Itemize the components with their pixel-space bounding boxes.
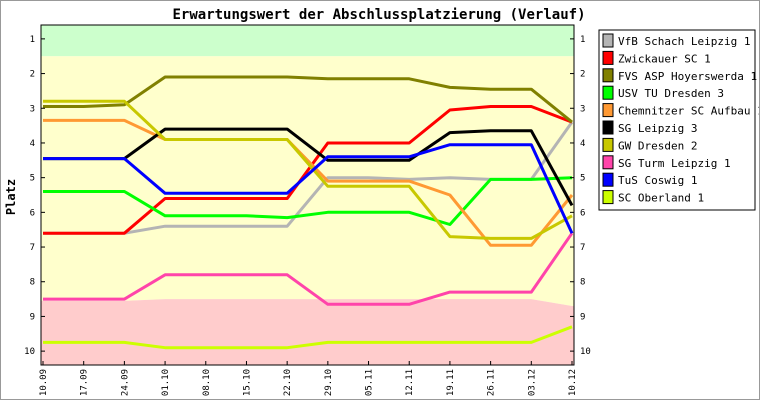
x-tick-label: 01.10: [161, 369, 171, 396]
x-tick-label: 05.11: [365, 369, 375, 396]
y-tick-label-left: 5: [30, 174, 35, 184]
series-line-8: [43, 232, 574, 306]
plot-border: [40, 24, 575, 366]
legend-swatch: [602, 172, 614, 187]
series-line-4: [43, 176, 573, 226]
y-tick-label-left: 7: [30, 243, 35, 253]
y-tick-label-right: 3: [580, 104, 585, 114]
x-tick-label: 24.09: [120, 369, 130, 396]
x-tick-label: 08.10: [202, 369, 212, 396]
y-tick-label-left: 10: [24, 347, 35, 357]
legend-label: VfB Schach Leipzig 1: [618, 35, 750, 48]
x-tick-label: 10.12: [568, 369, 578, 396]
series-line-3: [43, 75, 573, 124]
legend-swatch: [602, 50, 614, 65]
series-lines: [43, 75, 574, 350]
series-line-6: [43, 127, 574, 207]
legend: VfB Schach Leipzig 1 Zwickauer SC 1 FVS AS…: [598, 29, 759, 211]
y-tick-label-right: 10: [580, 347, 591, 357]
legend-swatch: [602, 137, 614, 152]
legend-swatch: [602, 33, 614, 48]
band-promotion: [41, 25, 574, 57]
legend-label: SC Oberland 1: [618, 192, 704, 205]
legend-box: [598, 29, 756, 211]
x-tick-label: 19.11: [446, 369, 456, 396]
legend-label: Chemnitzer SC Aufbau 1: [618, 105, 759, 118]
series-line-2: [43, 105, 573, 235]
x-tick-label: 17.09: [80, 369, 90, 396]
legend-swatch: [602, 120, 614, 135]
y-tick-label-left: 4: [30, 139, 35, 149]
y-tick-label-right: 4: [580, 139, 585, 149]
legend-swatch: [602, 190, 614, 205]
series-line-7: [43, 99, 573, 240]
x-axis-ticks: 10.09 17.09 24.09 01.10 08.10 15.10 22.10 29.10…: [39, 361, 578, 396]
background-bands: [41, 25, 574, 365]
y-axis-label: Platz: [4, 179, 18, 215]
y-tick-label-right: 6: [580, 208, 585, 218]
legend-label: FVS ASP Hoyerswerda 1: [618, 70, 757, 83]
band-relegation: [41, 299, 574, 365]
legend-label: GW Dresden 2: [618, 139, 697, 152]
y-tick-label-right: 5: [580, 174, 585, 184]
y-tick-label-right: 9: [580, 312, 585, 322]
y-tick-label-right: 8: [580, 278, 585, 288]
legend-swatch: [602, 85, 614, 100]
y-tick-label-left: 3: [30, 104, 35, 114]
x-tick-label: 10.09: [39, 369, 49, 396]
series-line-9: [43, 143, 574, 234]
y-tick-label-left: 1: [30, 35, 35, 45]
y-axis-ticks: 1 1 2 2 3 3 4 4 5 5 6 6 7 7 8 8 9 9 10 10: [24, 35, 591, 357]
legend-label: USV TU Dresden 3: [618, 87, 724, 100]
legend-swatch: [602, 103, 614, 118]
legend-label: SG Turm Leipzig 1: [618, 157, 731, 170]
y-tick-label-left: 6: [30, 208, 35, 218]
legend-label: SG Leipzig 3: [618, 122, 697, 135]
chart-title: Erwartungswert der Abschlussplatzierung …: [172, 7, 585, 23]
y-tick-label-left: 9: [30, 312, 35, 322]
band-middle: [41, 56, 574, 307]
x-tick-label: 15.10: [242, 369, 252, 396]
x-tick-label: 29.10: [324, 369, 334, 396]
y-tick-label-right: 1: [580, 35, 585, 45]
y-tick-label-right: 2: [580, 70, 585, 80]
y-tick-label-right: 7: [580, 243, 585, 253]
y-tick-label-left: 2: [30, 70, 35, 80]
x-tick-label: 26.11: [487, 369, 497, 396]
legend-label: TuS Coswig 1: [618, 174, 697, 187]
legend-swatch: [602, 155, 614, 170]
series-line-1: [43, 121, 574, 235]
x-tick-label: 12.11: [405, 369, 415, 396]
y-tick-label-left: 8: [30, 278, 35, 288]
legend-swatch: [602, 68, 614, 83]
legend-label: Zwickauer SC 1: [618, 52, 711, 65]
x-tick-label: 22.10: [283, 369, 293, 396]
x-tick-label: 03.12: [527, 369, 537, 396]
series-line-10: [43, 325, 573, 350]
